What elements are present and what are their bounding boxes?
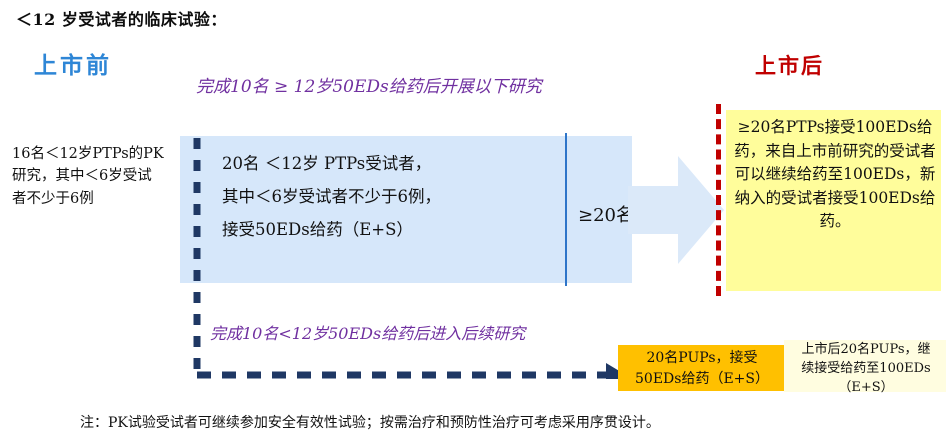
pup-followup-line-3: （E+S） [838, 379, 894, 395]
pup-followup-box-text: 上市后20名PUPs，继 续接受给药至100EDs （E+S） [786, 341, 946, 398]
post-market-study-box-text: ≥20名PTPs接受100EDs给药，来自上市前研究的受试者可以继续给药至100… [734, 118, 936, 231]
page-title: ＜12 岁受试者的临床试验： [16, 10, 227, 29]
transition-block-arrow-icon [628, 156, 724, 264]
blue-box-divider [565, 133, 567, 286]
pre-market-phase-header: 上市前 [34, 52, 112, 79]
top-flow-caption: 完成10名 ≥ 12岁50EDs给药后开展以下研究 [196, 77, 542, 97]
threshold-label: ≥20名 [578, 205, 634, 226]
footnote-text: 注：PK试验受试者可继续参加安全有效性试验；按需治疗和预防性治疗可考虑采用序贯设… [80, 415, 660, 431]
main-study-line-1: 20名 ＜12岁 PTPs受试者， [222, 154, 432, 173]
market-phase-separator [716, 104, 721, 296]
left-pk-study-note: 16名＜12岁PTPs的PK研究，其中＜6岁受试者不少于6例 [12, 146, 164, 207]
main-study-line-2: 其中＜6岁受试者不少于6例， [222, 187, 441, 206]
pup-study-box-text: 20名PUPs，接受 50EDs给药（E+S） [622, 348, 782, 390]
pup-followup-line-1: 上市后20名PUPs，继 [801, 342, 931, 357]
pup-followup-box [784, 340, 946, 392]
pup-study-box [618, 345, 784, 391]
pup-study-line-1: 20名PUPs，接受 [646, 350, 758, 366]
post-market-phase-header: 上市后 [755, 53, 824, 78]
bottom-flow-caption: 完成10名<12岁50EDs给药后进入后续研究 [210, 324, 526, 343]
main-study-box [180, 136, 632, 283]
post-market-study-box [726, 110, 941, 291]
pup-study-line-2: 50EDs给药（E+S） [635, 371, 769, 387]
main-study-box-text: 20名 ＜12岁 PTPs受试者， 其中＜6岁受试者不少于6例， 接受50EDs… [222, 147, 552, 246]
pup-followup-line-2: 续接受给药至100EDs [801, 360, 931, 376]
main-study-line-3: 接受50EDs给药（E+S） [222, 220, 413, 239]
